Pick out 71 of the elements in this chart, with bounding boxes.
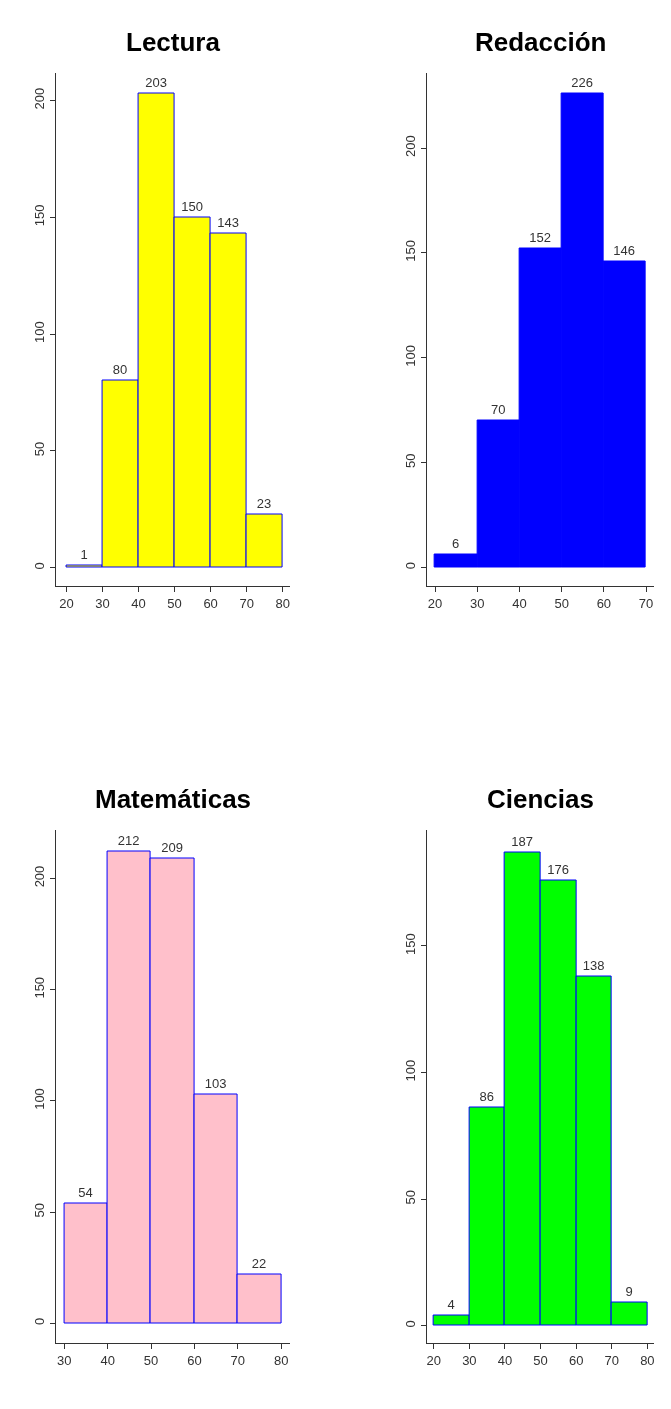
data-label: 203 — [145, 75, 167, 90]
x-tick-label: 50 — [554, 596, 569, 612]
data-label: 1 — [80, 547, 88, 563]
x-tick-label: 40 — [100, 1353, 115, 1369]
x-tick-label: 80 — [275, 596, 290, 612]
x-tick-label: 60 — [568, 1353, 584, 1369]
x-tick-label: 60 — [187, 1353, 202, 1369]
y-tick-label: 100 — [32, 1088, 48, 1110]
x-tick-label: 40 — [131, 596, 146, 612]
data-label: 176 — [547, 862, 569, 878]
data-label: 146 — [613, 243, 635, 259]
x-tick-label: 30 — [95, 596, 110, 612]
data-label: 143 — [217, 215, 239, 231]
y-tick-label: 200 — [403, 135, 419, 157]
data-label: 23 — [256, 496, 272, 512]
data-label: 4 — [447, 1297, 455, 1313]
x-tick-label: 40 — [512, 596, 527, 612]
y-tick-label: 100 — [403, 1059, 419, 1082]
data-label: 22 — [251, 1256, 267, 1272]
x-tick-label: 20 — [426, 1353, 441, 1369]
y-tick-label: 150 — [403, 240, 419, 262]
y-tick-label: 150 — [32, 976, 48, 999]
data-label: 54 — [78, 1185, 93, 1201]
y-tick-label: 50 — [32, 1203, 48, 1218]
x-tick-label: 30 — [470, 596, 485, 612]
x-tick-label: 80 — [640, 1353, 655, 1369]
y-tick-label: 0 — [403, 561, 419, 570]
y-tick-label: 50 — [32, 441, 48, 457]
x-tick-label: 70 — [230, 1353, 246, 1369]
chart-title: Matemáticas — [95, 784, 252, 814]
chart-title: Lectura — [126, 27, 221, 57]
x-tick-label: 60 — [596, 596, 612, 612]
data-label: 86 — [479, 1089, 494, 1105]
x-tick-label: 50 — [143, 1353, 159, 1369]
x-tick-label: 50 — [533, 1353, 548, 1369]
x-tick-label: 30 — [462, 1353, 477, 1369]
y-tick-label: 0 — [32, 1317, 48, 1326]
y-tick-label: 0 — [32, 562, 48, 570]
y-tick-label: 200 — [32, 87, 48, 110]
data-label: 212 — [117, 833, 140, 849]
x-tick-label: 20 — [427, 596, 443, 612]
data-label: 150 — [181, 199, 203, 215]
x-tick-label: 50 — [167, 596, 182, 612]
data-label: 9 — [625, 1284, 633, 1300]
x-tick-label: 80 — [274, 1353, 289, 1369]
chart-title: Ciencias — [487, 784, 594, 814]
x-tick-label: 40 — [497, 1353, 513, 1369]
x-tick-label: 70 — [604, 1353, 619, 1369]
y-tick-label: 100 — [403, 344, 419, 367]
y-tick-label: 200 — [32, 865, 48, 888]
chart-title: Redacción — [475, 27, 607, 57]
x-tick-label: 60 — [203, 596, 218, 612]
y-tick-label: 150 — [403, 933, 419, 955]
y-tick-label: 0 — [403, 1320, 419, 1328]
x-tick-label: 70 — [239, 596, 254, 612]
y-tick-label: 50 — [403, 453, 419, 468]
y-tick-label: 150 — [32, 204, 48, 227]
data-label: 6 — [452, 536, 460, 552]
y-tick-label: 100 — [32, 321, 48, 344]
data-label: 103 — [204, 1076, 227, 1092]
y-tick-label: 50 — [403, 1189, 419, 1205]
x-tick-label: 20 — [59, 596, 74, 612]
data-label: 70 — [490, 402, 506, 418]
data-label: 138 — [582, 958, 605, 974]
data-label: 152 — [529, 230, 551, 246]
data-label: 209 — [161, 840, 183, 856]
data-label: 187 — [511, 834, 533, 850]
data-label: 80 — [112, 362, 128, 378]
x-tick-label: 30 — [57, 1353, 72, 1369]
data-label: 226 — [571, 75, 593, 90]
x-tick-label: 70 — [638, 596, 654, 612]
